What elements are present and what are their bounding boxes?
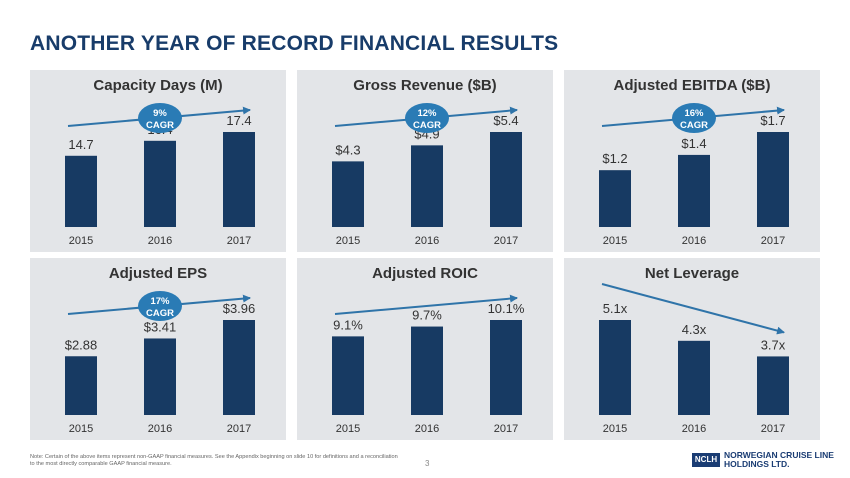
cagr-badge [138,103,182,133]
data-label: $3.41 [144,319,177,334]
cagr-badge-text: CAGR [680,120,708,131]
trend-arrow [334,294,518,315]
x-tick-label: 2017 [761,235,785,247]
chart-svg: $2.88 2015 $3.41 2016 $3.96 2017 17%CAGR [65,291,256,435]
data-label: $5.4 [493,113,518,128]
bar [223,320,255,415]
data-label: 9.1% [333,317,363,332]
data-label: 3.7x [761,337,786,352]
trend-arrow [601,283,785,335]
cagr-badge-text: 12% [417,108,437,119]
data-label: $1.2 [602,151,627,166]
x-tick-label: 2016 [682,423,706,435]
logo-mark: NCLH [692,453,720,467]
x-tick-label: 2017 [494,235,518,247]
x-tick-label: 2016 [415,235,439,247]
bar [223,132,255,227]
logo-text: NORWEGIAN CRUISE LINE HOLDINGS LTD. [724,451,834,469]
chart-panel-adjusted-eps: $2.88 2015 $3.41 2016 $3.96 2017 17% CAGR Adjus… [30,258,286,440]
bar [411,326,443,415]
chart-panel-adjusted-ebitda: $1.2 2015 $1.4 2016 $1.7 2017 16% CAGR Adjusted… [564,70,820,252]
data-label: 4.3x [682,322,707,337]
chart-panel-gross-revenue: $4.3 2015 $4.9 2016 $5.4 2017 12% CAGR Gross Re… [297,70,553,252]
cagr-badge [138,291,182,321]
x-tick-label: 2017 [227,235,251,247]
chart-panel-adjusted-roic: 9.1% 2015 9.7% 2016 10.1% 2017 Adjusted ROIC [297,258,553,440]
bar [332,161,364,227]
logo-line-1: NORWEGIAN CRUISE LINE [724,450,834,460]
data-label: $1.7 [760,113,785,128]
data-label: 10.1% [488,301,525,316]
data-label: 17.4 [226,113,251,128]
bar [757,132,789,227]
x-tick-label: 2015 [69,235,93,247]
cagr-badge [672,103,716,133]
bar [757,356,789,415]
bar [65,155,97,227]
chart-svg: $1.2 2015 $1.4 2016 $1.7 2017 16%CAGR [599,103,789,247]
cagr-badge [405,103,449,133]
slide-title: ANOTHER YEAR OF RECORD FINANCIAL RESULTS [30,32,559,55]
x-tick-label: 2015 [603,423,627,435]
bar [144,140,176,227]
bar [65,356,97,415]
data-label: $3.96 [223,301,256,316]
x-tick-label: 2017 [761,423,785,435]
data-label: $4.3 [335,142,360,157]
chart-title: Adjusted ROIC [372,265,478,282]
x-tick-label: 2016 [682,235,706,247]
cagr-badge-text: CAGR [146,120,174,131]
x-tick-label: 2016 [415,423,439,435]
cagr-badge-text: 9% [153,108,167,119]
cagr-badge-text: CAGR [413,120,441,131]
data-label: $1.4 [681,136,706,151]
chart-svg: 9.1% 2015 9.7% 2016 10.1% 2017 [332,294,525,435]
x-tick-label: 2015 [69,423,93,435]
bar [599,320,631,415]
data-label: 5.1x [603,301,628,316]
x-tick-label: 2017 [227,423,251,435]
cagr-badge-text: CAGR [146,308,174,319]
bar [599,170,631,227]
footnote: Note: Certain of the above items represe… [30,454,398,467]
data-label: 14.7 [68,137,93,152]
bar [490,132,522,227]
x-tick-label: 2016 [148,235,172,247]
x-tick-label: 2015 [603,235,627,247]
bar [144,338,176,415]
page-number: 3 [425,459,430,468]
chart-title: Capacity Days (M) [93,77,223,94]
cagr-badge-text: 16% [684,108,704,119]
bar [411,145,443,227]
cagr-badge-text: 17% [150,296,170,307]
chart-title: Adjusted EPS [108,265,208,282]
x-tick-label: 2017 [494,423,518,435]
chart-title: Net Leverage [644,265,740,282]
chart-svg: 5.1x 2015 4.3x 2016 3.7x 2017 [599,283,789,435]
x-tick-label: 2015 [336,423,360,435]
data-label: $2.88 [65,337,98,352]
x-tick-label: 2016 [148,423,172,435]
x-tick-label: 2015 [336,235,360,247]
bar [678,154,710,227]
logo-line-2: HOLDINGS LTD. [724,459,790,469]
chart-title: Gross Revenue ($B) [353,77,497,94]
bar [678,340,710,415]
bar [490,320,522,415]
chart-title: Adjusted EBITDA ($B) [613,77,771,94]
chart-panel-net-leverage: 5.1x 2015 4.3x 2016 3.7x 2017 Net Leverage [564,258,820,440]
bar [332,336,364,415]
data-label: 9.7% [412,308,442,323]
